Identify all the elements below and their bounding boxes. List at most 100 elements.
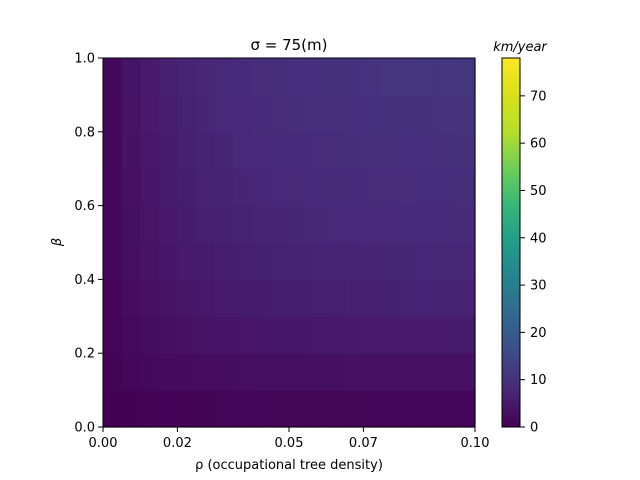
heatmap-cell bbox=[158, 242, 178, 280]
heatmap-cell bbox=[140, 279, 160, 317]
heatmap-cell bbox=[344, 353, 364, 391]
heatmap-cell bbox=[382, 131, 402, 170]
heatmap-cell bbox=[103, 94, 123, 133]
heatmap-cell bbox=[419, 390, 439, 428]
x-tick-label: 0.10 bbox=[461, 436, 490, 451]
heatmap-cell bbox=[158, 168, 178, 207]
heatmap-cell bbox=[233, 58, 253, 96]
heatmap-cell bbox=[103, 131, 123, 170]
heatmap-cell bbox=[289, 242, 309, 280]
heatmap-cell bbox=[456, 58, 476, 96]
heatmap-cell bbox=[121, 131, 141, 170]
heatmap-cell bbox=[456, 353, 476, 391]
heatmap-cell bbox=[140, 58, 160, 96]
heatmap-cell bbox=[344, 316, 364, 354]
heatmap-cell bbox=[419, 131, 439, 170]
heatmap-cell bbox=[121, 205, 141, 244]
heatmap-cell bbox=[214, 390, 234, 428]
x-axis-ticks: 0.00 0.02 0.05 0.07 0.10 bbox=[89, 427, 490, 451]
colorbar bbox=[501, 57, 521, 428]
heatmap-cell bbox=[307, 242, 327, 280]
y-tick-label: 0.2 bbox=[74, 347, 95, 362]
heatmap-cell bbox=[103, 242, 123, 280]
heatmap-cell bbox=[233, 94, 253, 133]
heatmap-cell bbox=[270, 279, 290, 317]
chart-title: σ = 75(m) bbox=[250, 36, 327, 54]
heatmap-cell bbox=[177, 94, 197, 133]
heatmap-cell bbox=[437, 390, 457, 428]
heatmap-cell bbox=[270, 353, 290, 391]
heatmap-cell bbox=[103, 279, 123, 317]
heatmap-cell bbox=[103, 58, 123, 96]
heatmap-cell bbox=[437, 242, 457, 280]
heatmap-cell bbox=[158, 205, 178, 244]
heatmap-cell bbox=[307, 168, 327, 207]
heatmap-cell bbox=[289, 353, 309, 391]
x-tick-label: 0.00 bbox=[89, 436, 118, 451]
heatmap-cell bbox=[251, 242, 271, 280]
heatmap-cell bbox=[419, 205, 439, 244]
heatmap-cell bbox=[289, 205, 309, 244]
heatmap-cell bbox=[326, 131, 346, 170]
heatmap-cell bbox=[251, 58, 271, 96]
heatmap-cell bbox=[363, 316, 383, 354]
heatmap-cell bbox=[251, 279, 271, 317]
heatmap-cell bbox=[251, 94, 271, 133]
heatmap-cell bbox=[307, 58, 327, 96]
heatmap-cell bbox=[270, 168, 290, 207]
heatmap-cell bbox=[400, 390, 420, 428]
heatmap-cell bbox=[382, 94, 402, 133]
heatmap-cell bbox=[400, 205, 420, 244]
heatmap-cell bbox=[121, 168, 141, 207]
heatmap-cell bbox=[158, 279, 178, 317]
heatmap-cell bbox=[456, 279, 476, 317]
heatmap-cell bbox=[121, 353, 141, 391]
heatmap-cell bbox=[214, 131, 234, 170]
heatmap-cell bbox=[344, 242, 364, 280]
heatmap-cell bbox=[344, 131, 364, 170]
heatmap-cell bbox=[140, 242, 160, 280]
heatmap-cell bbox=[307, 205, 327, 244]
heatmap-cell bbox=[344, 58, 364, 96]
heatmap-cell bbox=[103, 316, 123, 354]
heatmap-cell bbox=[140, 131, 160, 170]
heatmap-cell bbox=[158, 131, 178, 170]
heatmap-cell bbox=[270, 316, 290, 354]
heatmap-cell bbox=[419, 58, 439, 96]
heatmap-cell bbox=[456, 205, 476, 244]
colorbar-tick-label: 40 bbox=[530, 231, 547, 246]
heatmap-cell bbox=[121, 279, 141, 317]
heatmap-cell bbox=[214, 168, 234, 207]
heatmap-cell bbox=[456, 316, 476, 354]
heatmap-cell bbox=[251, 168, 271, 207]
heatmap-cell bbox=[121, 316, 141, 354]
heatmap-cell bbox=[307, 390, 327, 428]
heatmap-cell bbox=[214, 279, 234, 317]
heatmap-cell bbox=[251, 390, 271, 428]
heatmap-cell bbox=[289, 58, 309, 96]
heatmap-cell bbox=[400, 94, 420, 133]
heatmap-cell bbox=[140, 316, 160, 354]
heatmap-cell bbox=[419, 168, 439, 207]
heatmap-cell bbox=[400, 58, 420, 96]
heatmap-cell bbox=[196, 58, 216, 96]
heatmap-cell bbox=[307, 131, 327, 170]
heatmap-cell bbox=[382, 390, 402, 428]
heatmap-cell bbox=[363, 390, 383, 428]
heatmap-cell bbox=[344, 94, 364, 133]
heatmap-cell bbox=[400, 316, 420, 354]
heatmap-cell bbox=[363, 279, 383, 317]
heatmap-cell bbox=[103, 390, 123, 428]
heatmap-cell bbox=[214, 353, 234, 391]
heatmap-cell bbox=[233, 316, 253, 354]
heatmap-cell bbox=[121, 58, 141, 96]
colorbar-tick-label: 70 bbox=[530, 89, 547, 104]
heatmap-cell bbox=[363, 94, 383, 133]
heatmap-cell bbox=[456, 390, 476, 428]
heatmap-cell bbox=[214, 242, 234, 280]
heatmap-cell bbox=[400, 353, 420, 391]
heatmap-cell bbox=[214, 205, 234, 244]
heatmap-cell bbox=[326, 353, 346, 391]
heatmap-cells bbox=[103, 58, 476, 428]
heatmap-cell bbox=[177, 390, 197, 428]
